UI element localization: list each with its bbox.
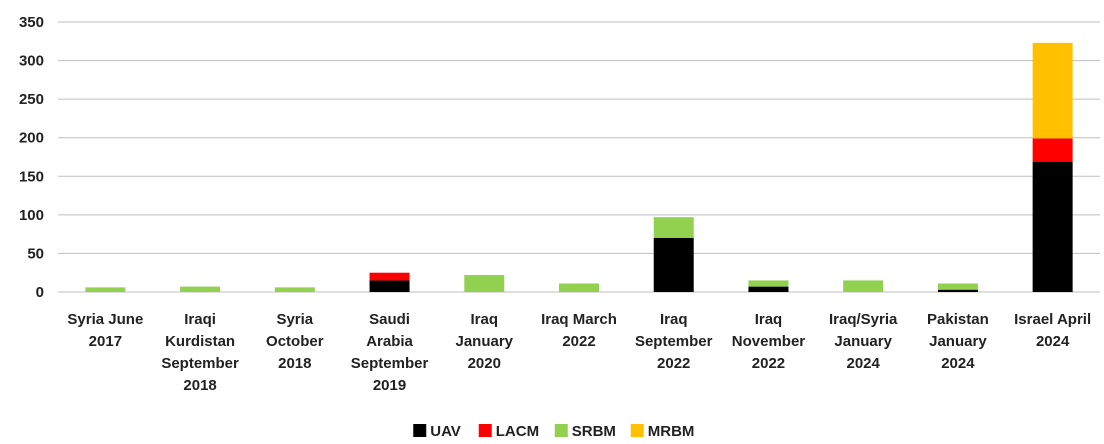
bar-segment-lacm xyxy=(369,272,410,281)
bar-segment-srbm xyxy=(653,217,694,238)
x-category-label: Iraq January 2020 xyxy=(455,311,513,372)
x-category-label: Israel April 2024 xyxy=(1014,311,1091,350)
x-category-label: Syria June 2017 xyxy=(67,311,143,350)
bar-segment-srbm xyxy=(559,283,599,292)
x-category-label: Syria October 2018 xyxy=(266,311,324,372)
x-category-label: Iraqi Kurdistan September 2018 xyxy=(161,311,239,394)
x-category-label: Pakistan January 2024 xyxy=(927,311,989,372)
y-tick-label: 350 xyxy=(19,14,44,31)
bar-segment-uav xyxy=(1032,161,1073,292)
bar-segment-srbm xyxy=(464,275,505,292)
y-tick-label: 200 xyxy=(19,130,44,147)
bar-segment-srbm xyxy=(85,287,126,292)
bar-segment-srbm xyxy=(180,286,221,292)
x-category-label: Iraq/Syria January 2024 xyxy=(829,311,898,372)
bars xyxy=(85,42,1073,292)
y-tick-label: 0 xyxy=(36,284,44,301)
bar-segment-uav xyxy=(369,280,410,292)
legend-label: MRBM xyxy=(648,423,695,440)
legend-swatch xyxy=(554,424,568,437)
bar-segment-lacm xyxy=(1032,138,1073,162)
bar-segment-uav xyxy=(748,286,789,292)
x-category-label: Iraq March 2022 xyxy=(541,311,617,350)
legend-item-uav: UAV xyxy=(413,423,461,440)
y-tick-label: 250 xyxy=(19,91,44,108)
legend-item-mrbm: MRBM xyxy=(630,423,695,440)
legend-swatch xyxy=(630,424,644,437)
x-category-label: Iraq November 2022 xyxy=(732,311,806,372)
axes: 0 50 100 150 200 250 300 350 xyxy=(19,14,1100,301)
legend: UAV LACM SRBM MRBM xyxy=(413,423,694,440)
x-category-label: Iraq September 2022 xyxy=(635,311,713,372)
y-tick-label: 300 xyxy=(19,53,44,70)
legend-label: UAV xyxy=(430,423,461,440)
bar-segment-srbm xyxy=(937,283,978,290)
x-category-label: Saudi Arabia September 2019 xyxy=(351,311,429,394)
bar-segment-srbm xyxy=(843,280,884,292)
bar-segment-uav xyxy=(937,289,978,292)
legend-swatch xyxy=(413,424,427,437)
gridlines xyxy=(58,21,1100,254)
y-tick-label: 100 xyxy=(19,207,44,224)
y-tick-label: 50 xyxy=(27,245,44,262)
legend-item-srbm: SRBM xyxy=(554,423,616,440)
legend-swatch xyxy=(478,424,492,437)
bar-segment-srbm xyxy=(748,280,789,287)
bar-segment-uav xyxy=(653,238,694,292)
bar-segment-mrbm xyxy=(1032,42,1073,139)
legend-label: SRBM xyxy=(572,423,616,440)
legend-label: LACM xyxy=(496,423,539,440)
legend-item-lacm: LACM xyxy=(478,423,539,440)
y-tick-label: 150 xyxy=(19,168,44,185)
bar-segment-srbm xyxy=(274,287,315,292)
category-labels: Syria June 2017 Iraqi Kurdistan September 201… xyxy=(67,311,1091,394)
